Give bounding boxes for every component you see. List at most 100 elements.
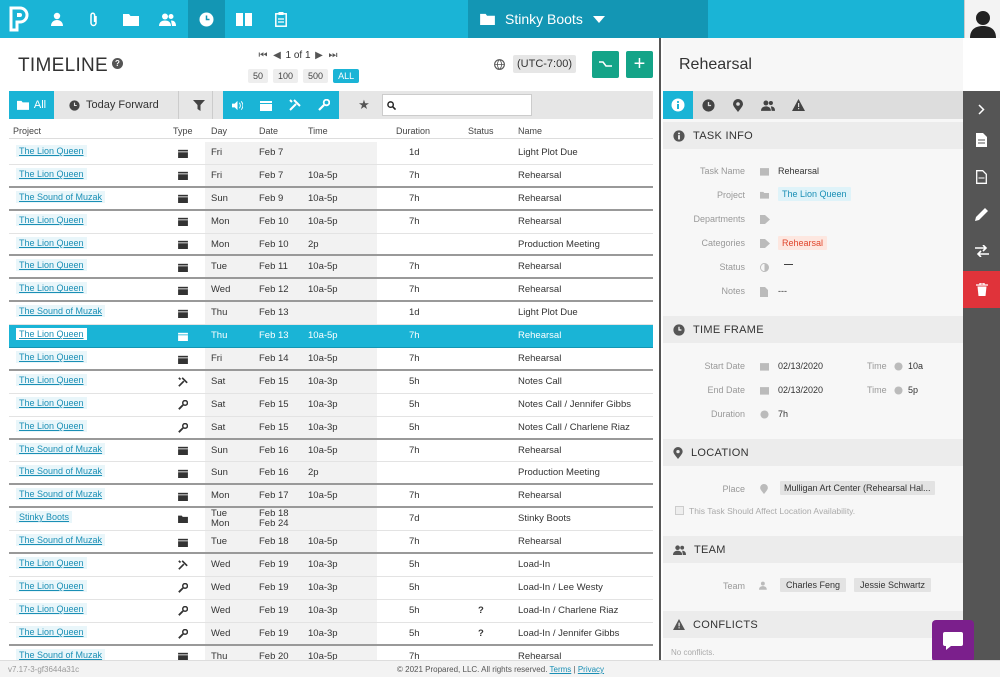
move-button[interactable] [963,232,1000,269]
row-name[interactable]: Rehearsal [518,490,562,502]
row-project-link[interactable]: The Lion Queen [16,236,87,249]
status-value[interactable]: — [784,259,793,269]
next-page-icon[interactable]: ▶ [315,50,323,61]
row-project-link[interactable]: The Lion Queen [16,396,87,409]
team-header[interactable]: TEAM [663,536,963,563]
row-project-link[interactable]: The Sound of Muzak [16,488,106,501]
help-icon[interactable]: ? [112,58,123,69]
table-row[interactable]: The Lion Queen Fri Feb 7 1d Light Plot Due [9,142,653,165]
row-name[interactable]: Notes Call / Charlene Riaz [518,421,630,433]
row-project-link[interactable]: The Lion Queen [16,328,87,341]
sound-icon[interactable] [231,100,243,111]
row-project-link[interactable]: The Lion Queen [16,351,87,364]
row-project-link[interactable]: Stinky Boots [16,511,73,524]
clock-icon[interactable] [188,0,225,38]
logo-icon[interactable] [2,2,36,36]
row-name[interactable]: Production Meeting [518,467,600,479]
row-name[interactable]: Load-In [518,559,551,571]
time-frame-header[interactable]: TIME FRAME [663,316,963,343]
row-name[interactable]: Notes Call / Jennifer Gibbs [518,398,631,410]
chat-button[interactable] [932,620,974,662]
tab-conflicts[interactable] [783,91,813,119]
row-project-link[interactable]: The Lion Queen [16,259,87,272]
row-project-link[interactable]: The Lion Queen [16,145,87,157]
conflicts-header[interactable]: CONFLICTS [663,611,963,638]
table-row[interactable]: The Sound of Muzak Sun Feb 16 10a-5p 7h Rehea… [9,439,653,463]
star-icon[interactable]: ★ [358,97,370,112]
project-switcher[interactable]: Stinky Boots [468,0,708,38]
table-row[interactable]: The Sound of Muzak Sun Feb 16 2p Production … [9,462,653,486]
clipboard-icon[interactable] [262,0,299,38]
tab-info[interactable] [663,91,693,119]
row-name[interactable]: Rehearsal [518,169,562,181]
start-date-value[interactable]: 02/13/2020 [778,361,824,371]
category-chip[interactable]: Rehearsal [778,236,828,250]
row-name[interactable]: Notes Call [518,375,562,387]
tab-location[interactable] [723,91,753,119]
table-row[interactable]: The Lion Queen Sat Feb 15 10a-3p 5h Notes Cal… [9,393,653,417]
col-name[interactable]: Name [518,126,543,136]
table-row[interactable]: The Sound of Muzak Tue Feb 18 10a-5p 7h Rehea… [9,531,653,555]
notes-value[interactable]: --- [778,286,787,296]
table-row[interactable]: The Lion Queen Wed Feb 19 10a-3p 5h Load-In [9,554,653,577]
row-project-link[interactable]: The Lion Queen [16,167,87,180]
col-day[interactable]: Day [211,126,228,136]
table-row[interactable]: The Lion Queen Fri Feb 7 10a-5p 7h Rehearsal [9,164,653,188]
project-chip[interactable]: The Lion Queen [778,187,851,201]
table-row[interactable]: The Lion Queen Mon Feb 10 10a-5p 7h Rehearsal [9,210,653,234]
duplicate-button[interactable] [963,158,1000,195]
delete-button[interactable] [963,271,1000,308]
row-name[interactable]: Rehearsal [518,330,562,342]
col-type[interactable]: Type [173,126,193,136]
search-input[interactable] [400,99,525,111]
team-member-chip[interactable]: Jessie Schwartz [854,578,932,592]
prev-page-icon[interactable]: ◀ [273,50,281,61]
table-row[interactable]: The Lion Queen Wed Feb 12 10a-5p 7h Rehearsal [9,279,653,303]
row-project-link[interactable]: The Lion Queen [16,419,87,432]
row-status[interactable]: ? [478,627,484,639]
availability-checkbox[interactable] [675,506,684,515]
user-icon[interactable] [38,0,75,38]
table-row[interactable]: The Lion Queen Tue Feb 11 10a-5p 7h Rehearsal [9,256,653,280]
row-name[interactable]: Load-In / Charlene Riaz [518,604,619,616]
row-name[interactable]: Rehearsal [518,536,562,548]
calendar-icon[interactable] [259,100,272,111]
col-project[interactable]: Project [13,126,42,136]
task-info-header[interactable]: TASK INFO [663,122,963,149]
row-name[interactable]: Rehearsal [518,444,562,456]
end-time-value[interactable]: 5p [908,385,919,395]
table-row[interactable]: The Lion Queen Mon Feb 10 2p Production Meet… [9,233,653,257]
row-project-link[interactable]: The Lion Queen [16,282,87,295]
edit-button[interactable] [963,195,1000,232]
row-project-link[interactable]: The Lion Queen [16,557,87,570]
timezone-button[interactable]: (UTC-7:00) [513,55,577,73]
last-page-icon[interactable]: ⏭ [328,50,338,61]
table-row[interactable]: The Sound of Muzak Thu Feb 13 1d Light Plot … [9,302,653,326]
row-project-link[interactable]: The Lion Queen [16,213,87,226]
table-row[interactable]: The Lion Queen Fri Feb 14 10a-5p 7h Rehearsal [9,348,653,371]
col-date[interactable]: Date [259,126,279,136]
people-icon[interactable] [149,0,186,38]
privacy-link[interactable]: Privacy [577,665,605,674]
col-time[interactable]: Time [308,126,328,136]
book-icon[interactable] [225,0,262,38]
copy-button[interactable] [963,121,1000,158]
row-name[interactable]: Rehearsal [518,650,562,662]
avatar[interactable] [964,0,1000,38]
table-row[interactable]: The Lion Queen Wed Feb 19 10a-3p 5h? Load-In … [9,599,653,623]
row-name[interactable]: Rehearsal [518,261,562,273]
row-project-link[interactable]: The Sound of Muzak [16,534,106,547]
per-page-100[interactable]: 100 [273,69,299,83]
table-row[interactable]: The Sound of Muzak Sun Feb 9 10a-5p 7h Rehear… [9,187,653,211]
col-duration[interactable]: Duration [396,126,431,136]
gantt-view-button[interactable] [592,51,619,78]
tab-team[interactable] [753,91,783,119]
row-name[interactable]: Stinky Boots [518,513,571,525]
tools-icon[interactable] [289,99,301,111]
row-name[interactable]: Load-In / Lee Westy [518,581,603,593]
table-row[interactable]: The Sound of Muzak Mon Feb 17 10a-5p 7h Rehea… [9,485,653,509]
row-name[interactable]: Light Plot Due [518,147,578,158]
filter-all-button[interactable]: All [9,91,54,119]
table-row[interactable]: Stinky Boots Tue Mon Feb 18 Feb 24 7d Stinky B… [9,508,653,532]
table-row[interactable]: The Lion Queen Wed Feb 19 10a-3p 5h? Load-In … [9,622,653,646]
